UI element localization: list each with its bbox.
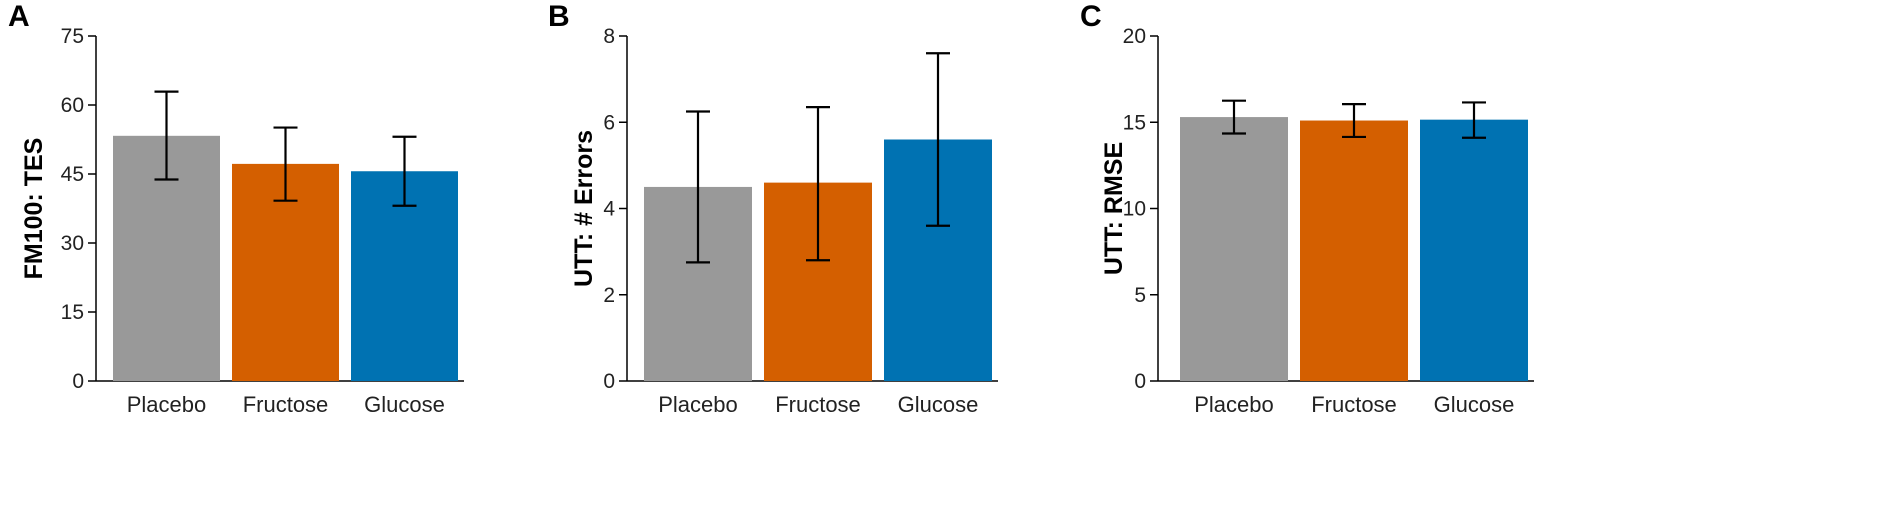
bar-c-glucose xyxy=(1420,119,1528,381)
y-tick-label-a: 15 xyxy=(61,301,84,324)
y-tick-label-b: 6 xyxy=(603,111,615,134)
y-axis-title-c: UTT: RMSE xyxy=(1100,142,1128,275)
category-label-c-glucose: Glucose xyxy=(1434,392,1515,417)
y-tick-label-c: 10 xyxy=(1123,198,1146,221)
y-tick-label-c: 15 xyxy=(1123,111,1146,134)
category-label-c-fructose: Fructose xyxy=(1311,392,1397,417)
category-label-b-placebo: Placebo xyxy=(658,392,738,417)
y-tick-label-c: 20 xyxy=(1123,25,1146,48)
y-tick-label-c: 0 xyxy=(1134,370,1146,393)
category-label-a-glucose: Glucose xyxy=(364,392,445,417)
y-tick-label-b: 0 xyxy=(603,370,615,393)
y-tick-label-b: 2 xyxy=(603,284,615,307)
y-tick-label-a: 45 xyxy=(61,163,84,186)
panel-letter-c: C xyxy=(1080,0,1102,33)
category-label-c-placebo: Placebo xyxy=(1194,392,1274,417)
panel-letter-b: B xyxy=(548,0,570,33)
y-axis-title-a: FM100: TES xyxy=(20,138,48,280)
category-label-b-glucose: Glucose xyxy=(898,392,979,417)
y-tick-label-a: 60 xyxy=(61,94,84,117)
category-label-b-fructose: Fructose xyxy=(775,392,861,417)
y-tick-label-a: 0 xyxy=(72,370,84,393)
y-tick-label-c: 5 xyxy=(1134,284,1146,307)
category-label-a-fructose: Fructose xyxy=(243,392,329,417)
y-tick-label-a: 30 xyxy=(61,232,84,255)
bar-c-fructose xyxy=(1300,120,1408,382)
y-tick-label-a: 75 xyxy=(61,25,84,48)
bar-c-placebo xyxy=(1180,117,1288,381)
y-tick-label-b: 4 xyxy=(603,198,615,221)
category-label-a-placebo: Placebo xyxy=(127,392,207,417)
y-axis-title-b: UTT: # Errors xyxy=(570,130,598,287)
panel-letter-a: A xyxy=(8,0,30,33)
y-tick-label-b: 8 xyxy=(603,25,615,48)
